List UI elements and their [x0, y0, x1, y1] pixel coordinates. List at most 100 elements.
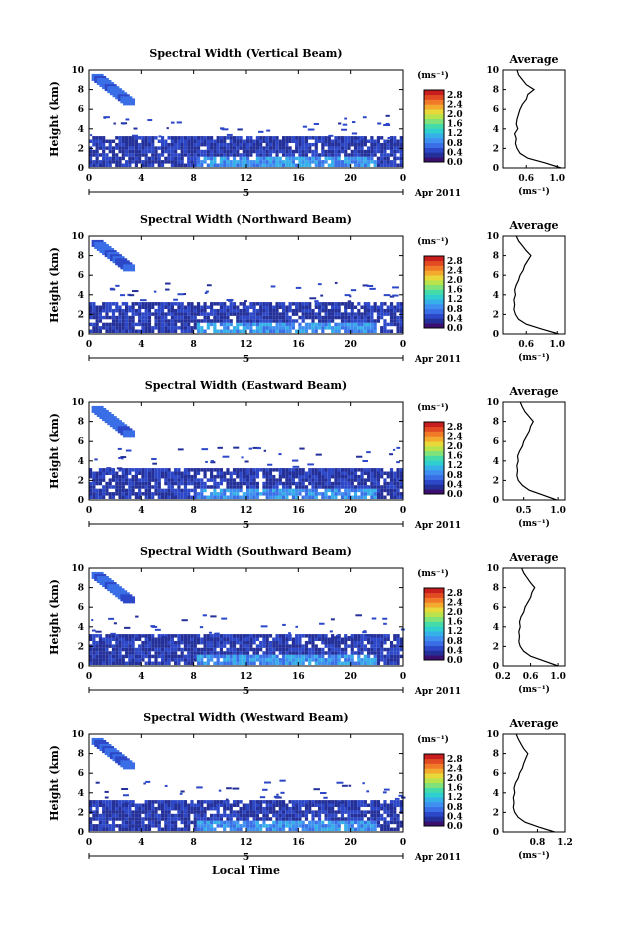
y-tick-label: 0 [78, 496, 84, 506]
heatmap-cell [108, 800, 112, 804]
heatmap-cell [301, 474, 305, 479]
heatmap-cell [321, 139, 325, 144]
heatmap-cell [331, 803, 335, 808]
heatmap-cell [396, 461, 400, 464]
heatmap-cell [164, 644, 168, 648]
heatmap-cell [102, 640, 106, 645]
heatmap-cell [259, 329, 263, 334]
heatmap-cell [143, 782, 146, 785]
heatmap-cell [113, 622, 117, 625]
heatmap-cell [311, 485, 315, 489]
heatmap-cell [259, 817, 263, 821]
heatmap-cell [174, 146, 178, 150]
heatmap-cell [317, 481, 322, 486]
heatmap-cell [281, 800, 286, 804]
heatmap-cell [285, 481, 289, 486]
heatmap-cell [144, 813, 148, 818]
heatmap-cell [206, 326, 210, 330]
heatmap-cell [317, 160, 322, 164]
heatmap-cell [229, 817, 233, 821]
heatmap-cell [151, 156, 155, 161]
heatmap-cell [134, 817, 138, 821]
heatmap-cell [134, 308, 138, 313]
heatmap-cell [92, 824, 96, 828]
x-tick-label: 8 [191, 506, 197, 516]
heatmap-cell [239, 806, 243, 811]
heatmap-cell [151, 637, 155, 642]
heatmap-cell [164, 481, 168, 486]
heatmap-cell [285, 136, 289, 140]
heatmap-cell [373, 146, 377, 150]
heatmap-cell [259, 827, 263, 832]
heatmap-cell [373, 492, 377, 496]
colorbar-tick-label: 1.2 [447, 461, 463, 471]
heatmap-cell [308, 302, 312, 306]
heatmap-cell [399, 315, 403, 320]
heatmap-cell [262, 474, 266, 479]
x-tick-label: 20 [344, 340, 357, 350]
heatmap-cell [383, 142, 387, 147]
heatmap-cell [115, 322, 119, 327]
heatmap-cell [187, 817, 191, 821]
heatmap-cell [164, 647, 168, 652]
colorbar-tick-label: 2.0 [447, 608, 463, 618]
heatmap-cell [216, 149, 220, 154]
heatmap-cell [357, 651, 361, 655]
heatmap-cell [154, 315, 158, 320]
heatmap-cell [313, 788, 320, 791]
heatmap-cell [337, 644, 341, 648]
heatmap-cell [399, 474, 403, 479]
heatmap-cell [324, 302, 328, 306]
heatmap-cell [223, 322, 227, 327]
heatmap-cell [347, 302, 351, 306]
heatmap-cell [138, 817, 142, 821]
heatmap-cell [281, 634, 286, 638]
heatmap-cell [183, 142, 188, 147]
heatmap-cell [226, 481, 230, 486]
heatmap-cell [389, 295, 395, 298]
heatmap-cell [170, 658, 174, 662]
colorbar-frame [423, 421, 445, 495]
heatmap-cell [350, 319, 354, 323]
heatmap-cell [157, 824, 161, 828]
heatmap-cell [340, 637, 345, 642]
heatmap-cell [252, 319, 256, 323]
heatmap-cell [131, 308, 135, 313]
heatmap-cell [324, 492, 328, 496]
average-y-tick-label: 4 [493, 291, 499, 301]
heatmap-cell [121, 803, 125, 808]
heatmap-cell [121, 800, 125, 804]
heatmap-cell [327, 817, 331, 821]
heatmap-cell [200, 326, 204, 330]
heatmap-cell [272, 800, 276, 804]
heatmap-cell [327, 153, 331, 157]
heatmap-cell [147, 647, 152, 652]
heatmap-cell [154, 312, 158, 316]
heatmap-cell [201, 448, 209, 451]
heatmap-cell [183, 481, 188, 486]
heatmap-cell [268, 315, 273, 320]
heatmap-cell [304, 488, 309, 493]
heatmap-cell [239, 637, 243, 642]
heatmap-cell [265, 492, 269, 496]
heatmap-cell [166, 127, 169, 130]
heatmap-cell [213, 319, 217, 323]
heatmap-cell [288, 308, 292, 313]
heatmap-cell [239, 471, 243, 476]
heatmap-cell [132, 290, 139, 293]
heatmap-cell [334, 661, 338, 666]
heatmap-cell [399, 329, 403, 334]
heatmap-cell [144, 637, 148, 642]
heatmap-cell [229, 492, 233, 496]
heatmap-cell [95, 315, 99, 320]
heatmap-cell [226, 824, 230, 828]
heatmap-cell [252, 478, 256, 482]
heatmap-cell [288, 474, 292, 479]
heatmap-cell [383, 322, 387, 327]
heatmap-cell [180, 146, 184, 150]
heatmap-cell [111, 813, 116, 818]
heatmap-cell [393, 800, 397, 804]
heatmap-cell [347, 485, 351, 489]
heatmap-cell [239, 495, 243, 500]
heatmap-cell [229, 485, 233, 489]
